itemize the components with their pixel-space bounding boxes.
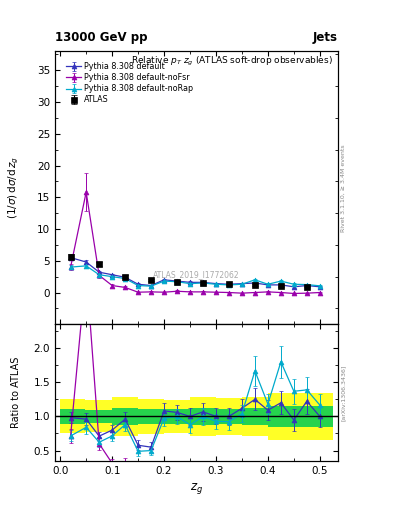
X-axis label: $z_g$: $z_g$ [190, 481, 203, 496]
Y-axis label: [arXiv:1306.3436]: [arXiv:1306.3436] [341, 365, 346, 421]
Legend: Pythia 8.308 default, Pythia 8.308 default-noFsr, Pythia 8.308 default-noRap, AT: Pythia 8.308 default, Pythia 8.308 defau… [65, 61, 195, 106]
Y-axis label: Ratio to ATLAS: Ratio to ATLAS [11, 357, 21, 428]
Text: Jets: Jets [313, 31, 338, 44]
Text: Relative $p_T$ $z_g$ (ATLAS soft-drop observables): Relative $p_T$ $z_g$ (ATLAS soft-drop ob… [130, 55, 332, 68]
Text: ATLAS_2019_I1772062: ATLAS_2019_I1772062 [153, 271, 240, 280]
Y-axis label: Rivet 3.1.10, ≥ 3.4M events: Rivet 3.1.10, ≥ 3.4M events [341, 144, 346, 231]
Y-axis label: $(1/\sigma)\,{\rm d}\sigma/{\rm d}\,z_g$: $(1/\sigma)\,{\rm d}\sigma/{\rm d}\,z_g$ [7, 156, 21, 219]
Text: 13000 GeV pp: 13000 GeV pp [55, 31, 147, 44]
